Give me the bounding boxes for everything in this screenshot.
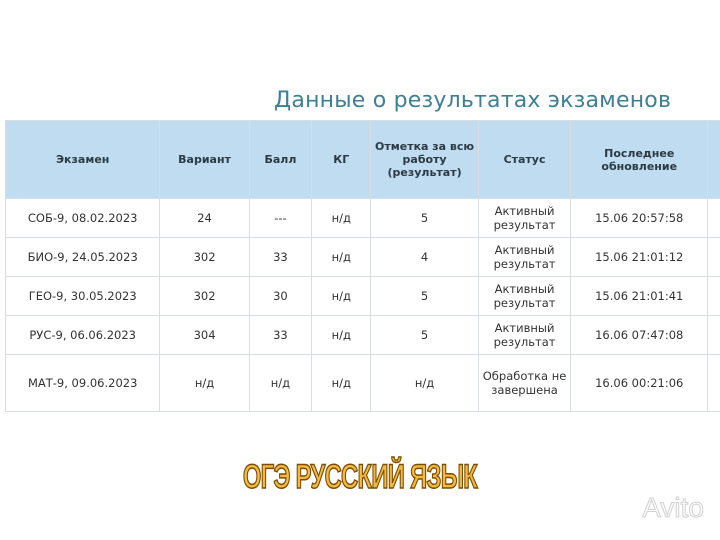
header-exam: Экзамен (4, 120, 161, 199)
table-row: МАТ-9, 09.06.2023 н/д н/д н/д н/д Обработка н… (4, 354, 720, 412)
cell-updated: 16.06 07:47:08 (570, 315, 709, 355)
cell-kg: н/д (311, 354, 372, 412)
cell-extra (707, 198, 720, 238)
cell-status: Обработка не завершена (477, 354, 572, 412)
cell-score: н/д (248, 354, 313, 412)
cell-variant: 24 (159, 198, 250, 238)
cell-status: Активный результат (477, 276, 572, 316)
cell-kg: н/д (311, 315, 372, 355)
cell-score: 33 (248, 315, 313, 355)
table-header: Экзамен Вариант Балл КГ Отметка за всю р… (4, 120, 720, 199)
cell-kg: н/д (311, 198, 372, 238)
cell-grade: н/д (370, 354, 479, 412)
cell-score: 30 (248, 276, 313, 316)
cell-variant: 304 (159, 315, 250, 355)
table-row: ГЕО-9, 30.05.2023 302 30 н/д 5 Активный резул… (4, 276, 720, 316)
cell-exam: БИО-9, 24.05.2023 (4, 237, 161, 277)
cell-extra (707, 315, 720, 355)
header-variant: Вариант (159, 120, 250, 199)
cell-status: Активный результат (477, 315, 572, 355)
header-grade: Отметка за всю работу (результат) (370, 120, 479, 199)
cell-status: Активный результат (477, 237, 572, 277)
avito-watermark: Avito (642, 492, 705, 524)
table-row: БИО-9, 24.05.2023 302 33 н/д 4 Активный резул… (4, 237, 720, 277)
cell-kg: н/д (311, 276, 372, 316)
table-row: РУС-9, 06.06.2023 304 33 н/д 5 Активный резул… (4, 315, 720, 355)
cell-exam: СОБ-9, 08.02.2023 (4, 198, 161, 238)
cell-extra (707, 237, 720, 277)
cell-variant: 302 (159, 237, 250, 277)
cell-exam: РУС-9, 06.06.2023 (4, 315, 161, 355)
header-status: Статус (477, 120, 572, 199)
header-updated: Последнее обновление (570, 120, 709, 199)
cell-variant: н/д (159, 354, 250, 412)
page-title: Данные о результатах экзаменов (274, 88, 672, 113)
cell-kg: н/д (311, 237, 372, 277)
cell-score: 33 (248, 237, 313, 277)
table-row: СОБ-9, 08.02.2023 24 --- н/д 5 Активный резул… (4, 198, 720, 238)
cell-exam: ГЕО-9, 30.05.2023 (4, 276, 161, 316)
header-extra (707, 120, 720, 199)
cell-status: Активный результат (477, 198, 572, 238)
header-kg: КГ (311, 120, 372, 199)
cell-updated: 15.06 21:01:12 (570, 237, 709, 277)
cell-extra (707, 354, 720, 412)
cell-updated: 15.06 20:57:58 (570, 198, 709, 238)
cell-grade: 5 (370, 315, 479, 355)
cell-exam: МАТ-9, 09.06.2023 (4, 354, 161, 412)
cell-extra (707, 276, 720, 316)
cell-score: --- (248, 198, 313, 238)
cell-updated: 16.06 00:21:06 (570, 354, 709, 412)
cell-grade: 5 (370, 198, 479, 238)
cell-updated: 15.06 21:01:41 (570, 276, 709, 316)
banner-text: ОГЭ РУССКИЙ ЯЗЫК (242, 457, 478, 497)
exam-results-table: Экзамен Вариант Балл КГ Отметка за всю р… (4, 120, 720, 412)
cell-grade: 4 (370, 237, 479, 277)
cell-grade: 5 (370, 276, 479, 316)
header-score: Балл (248, 120, 313, 199)
cell-variant: 302 (159, 276, 250, 316)
